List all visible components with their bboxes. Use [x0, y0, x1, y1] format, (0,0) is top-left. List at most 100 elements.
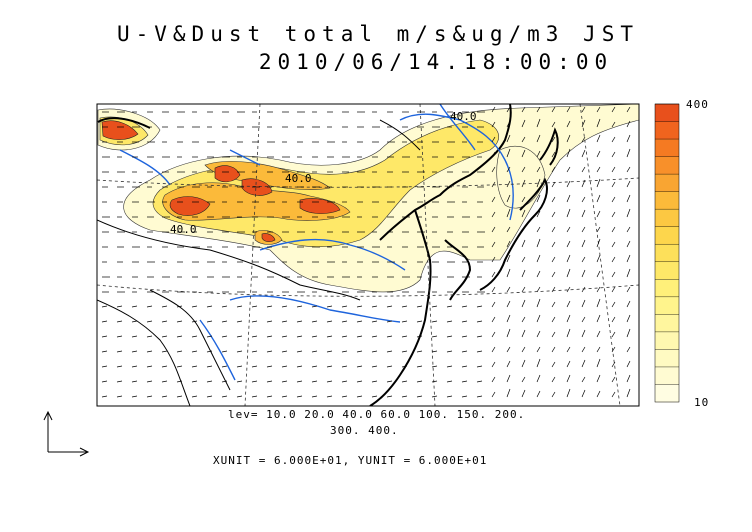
wind-arrow	[521, 209, 526, 218]
wind-arrow	[551, 301, 556, 308]
wind-arrow	[221, 320, 228, 323]
wind-arrow	[326, 395, 333, 398]
wind-arrow	[251, 305, 258, 308]
wind-arrow	[251, 335, 258, 338]
wind-arrow	[341, 305, 348, 308]
colorbar	[655, 103, 679, 403]
wind-arrow	[431, 350, 438, 353]
colorbar-swatch	[655, 156, 679, 175]
wind-arrow	[266, 335, 273, 338]
wind-arrow	[536, 314, 541, 323]
wind-arrow	[311, 365, 318, 368]
wind-arrow	[611, 166, 616, 173]
wind-arrow	[236, 365, 243, 368]
wind-arrow	[401, 365, 408, 368]
wind-arrow	[206, 395, 213, 398]
wind-arrow	[626, 300, 631, 308]
wind-arrow	[341, 365, 348, 368]
wind-arrow	[521, 299, 526, 308]
wind-arrow	[491, 211, 496, 218]
wind-arrow	[116, 365, 123, 368]
wind-arrow	[296, 365, 303, 368]
wind-arrow	[461, 335, 468, 338]
wind-arrow	[161, 320, 168, 323]
wind-arrow	[626, 134, 631, 143]
wind-arrow	[491, 196, 496, 203]
wind-arrow	[251, 350, 258, 353]
wind-arrow	[536, 286, 541, 293]
wind-arrow	[191, 365, 198, 368]
wind-arrow	[551, 241, 556, 248]
wind-arrow	[401, 320, 408, 323]
wind-arrow	[221, 335, 228, 338]
wind-arrow	[536, 298, 541, 308]
wind-arrow	[461, 365, 468, 368]
wind-arrow	[476, 320, 483, 323]
wind-arrow	[341, 335, 348, 338]
wind-arrow	[521, 269, 526, 278]
wind-arrow	[626, 148, 631, 158]
wind-arrow	[521, 106, 526, 113]
wind-arrow	[611, 286, 616, 293]
wind-arrow	[581, 136, 586, 143]
wind-arrow	[491, 391, 496, 398]
wind-arrow	[161, 305, 168, 308]
wind-arrow	[371, 380, 378, 383]
wind-arrow	[491, 226, 496, 233]
wind-arrow	[611, 106, 616, 113]
wind-arrow	[626, 388, 631, 398]
wind-arrow	[431, 380, 438, 383]
wind-arrow	[521, 389, 526, 398]
wind-arrow	[506, 166, 511, 173]
colorbar-swatch	[655, 314, 679, 333]
wind-arrow	[626, 106, 631, 113]
wind-arrow	[401, 305, 408, 308]
wind-arrow	[236, 380, 243, 383]
wind-arrow	[401, 350, 408, 353]
wind-arrow	[176, 305, 183, 308]
contour-label-mid: 40.0	[285, 172, 312, 185]
wind-arrow	[506, 120, 511, 128]
wind-arrow	[461, 395, 468, 398]
wind-arrow	[536, 150, 541, 158]
wind-arrow	[536, 226, 541, 233]
wind-arrow	[191, 305, 198, 308]
wind-arrow	[626, 240, 631, 248]
title-datetime: 2010/06/14.18:00:00	[258, 50, 614, 74]
wind-arrow	[551, 316, 556, 323]
wind-arrow	[251, 320, 258, 323]
wind-vectors	[101, 106, 631, 398]
wind-arrow	[551, 106, 556, 113]
wind-arrow	[491, 316, 496, 323]
wind-arrow	[581, 256, 586, 263]
wind-arrow	[536, 178, 541, 188]
wind-arrow	[431, 335, 438, 338]
wind-arrow	[146, 335, 153, 338]
wind-arrow	[176, 350, 183, 353]
wind-arrow	[581, 209, 586, 218]
wind-arrow	[101, 320, 108, 323]
wind-arrow	[236, 335, 243, 338]
wind-arrow	[266, 320, 273, 323]
wind-arrow	[491, 136, 496, 143]
colorbar-swatch	[655, 296, 679, 315]
wind-arrow	[266, 380, 273, 383]
wind-arrow	[506, 268, 511, 278]
wind-arrow	[116, 395, 123, 398]
wind-arrow	[536, 358, 541, 368]
wind-arrow	[416, 365, 423, 368]
wind-arrow	[596, 286, 601, 293]
wind-arrow	[611, 256, 616, 263]
wind-arrow	[446, 350, 453, 353]
wind-arrow	[491, 361, 496, 368]
wind-arrow	[596, 346, 601, 353]
wind-arrow	[116, 335, 123, 338]
wind-arrow	[626, 166, 631, 173]
wind-arrow	[461, 380, 468, 383]
wind-arrow	[341, 320, 348, 323]
contour-label-left: 40.0	[170, 223, 197, 236]
wind-arrow	[596, 270, 601, 278]
wind-arrow	[296, 335, 303, 338]
wind-arrow	[491, 331, 496, 338]
wind-arrow	[221, 350, 228, 353]
